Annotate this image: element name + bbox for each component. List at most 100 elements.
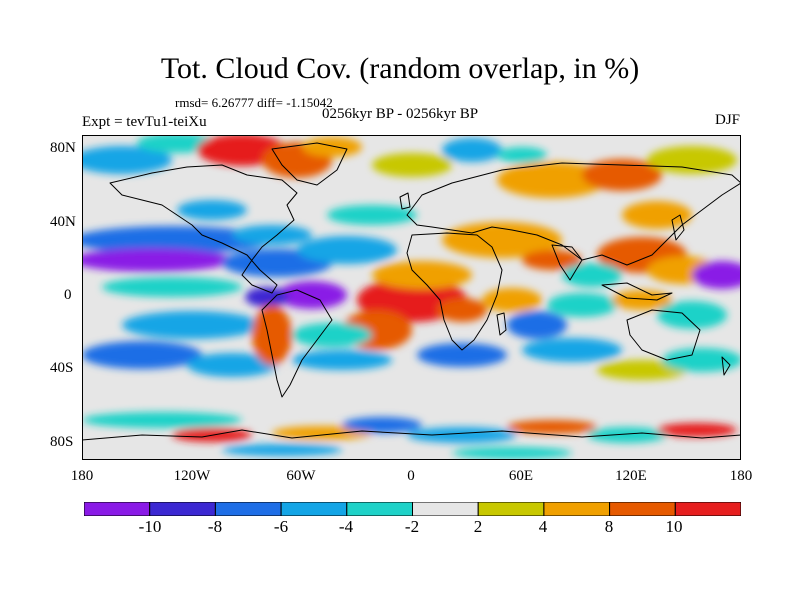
map-canvas <box>82 135 741 460</box>
field-patch <box>587 427 667 443</box>
field-patch <box>442 222 562 258</box>
field-patch <box>612 290 672 310</box>
field-patch <box>497 147 547 163</box>
experiment-label: Expt = tevTu1-teiXu <box>82 114 207 130</box>
lon-tick-label: 180 <box>729 468 753 484</box>
field-patch <box>407 427 517 443</box>
coastline-india <box>551 244 583 281</box>
colorbar-cell <box>674 502 741 516</box>
field-patch <box>327 205 417 225</box>
coastline-madagascar <box>496 312 507 336</box>
coastline-new-zealand <box>721 356 731 376</box>
field-patch <box>482 288 542 312</box>
field-patch <box>692 261 741 289</box>
coastline-africa <box>406 232 503 351</box>
colorbar-tick-label: 8 <box>604 517 614 536</box>
lat-tick-label: 80N <box>50 140 76 156</box>
cloud-cover-map <box>82 135 741 460</box>
lat-tick-label: 40N <box>50 214 76 230</box>
colorbar-cell <box>543 502 611 516</box>
field-patch <box>187 353 277 377</box>
season-label: DJF <box>714 112 740 128</box>
field-patch <box>82 226 272 254</box>
field-patch <box>547 293 617 317</box>
coastline-greenland <box>271 142 348 186</box>
field-patch <box>272 426 372 440</box>
colorbar-cell <box>609 502 676 516</box>
field-patch <box>82 146 172 174</box>
colorbar-tick-label: 4 <box>538 517 548 536</box>
colorbar <box>84 502 741 516</box>
field-patch <box>497 162 607 198</box>
field-patch <box>222 444 342 456</box>
colorbar-tick-label: -10 <box>138 517 162 536</box>
coastline-north-america <box>109 164 298 294</box>
field-patch <box>137 135 217 153</box>
field-patch <box>522 250 582 270</box>
colorbar-tick-label: -6 <box>273 517 289 536</box>
field-patch <box>297 236 397 264</box>
field-patch <box>437 298 487 322</box>
field-patch <box>252 305 292 365</box>
lon-tick-label: 0 <box>407 468 415 484</box>
lon-tick-label: 60W <box>286 468 316 484</box>
field-patch <box>662 348 741 372</box>
colorbar-tick-label: 2 <box>473 517 483 536</box>
field-patch <box>302 137 362 157</box>
lon-tick-label: 120W <box>173 468 211 484</box>
coastline-eurasia <box>406 162 741 266</box>
colorbar-cell <box>280 502 348 516</box>
coastline-japan <box>671 214 685 241</box>
period-label: 0256kyr BP - 0256kyr BP <box>322 106 479 122</box>
colorbar-cell <box>84 502 151 516</box>
field-patch <box>582 159 662 191</box>
field-patch <box>245 287 289 307</box>
colorbar-tick-label: -2 <box>404 517 420 536</box>
lat-tick-label: 0 <box>64 287 72 303</box>
field-patch <box>452 447 572 459</box>
field-patch <box>82 341 202 369</box>
field-patch <box>597 360 687 380</box>
coastlines <box>82 142 741 441</box>
stats-label: rmsd= 6.26777 diff= -1.15042 <box>175 95 333 110</box>
map-title: Tot. Cloud Cov. (random overlap, in %) <box>160 52 640 85</box>
lat-tick-label: 40S <box>50 360 74 376</box>
field-patch <box>102 277 242 297</box>
colorbar-cell <box>346 502 413 516</box>
colorbar-cell <box>477 502 545 516</box>
field-patch <box>657 423 737 437</box>
field-patch <box>122 311 262 339</box>
map-frame <box>82 135 741 460</box>
coastline-indonesia <box>601 282 673 301</box>
field-patch <box>507 311 567 339</box>
field-patch <box>657 301 727 329</box>
colorbar-tick-label: 10 <box>665 517 683 536</box>
colorbar-tick-label: -4 <box>338 517 354 536</box>
field-patch <box>292 350 392 370</box>
lon-tick-label: 60E <box>508 468 534 484</box>
field-patch <box>522 338 622 362</box>
field-patch <box>277 281 347 309</box>
colorbar-cell <box>214 502 282 516</box>
field-patch <box>647 146 737 174</box>
field-patch <box>622 201 692 229</box>
field-patch <box>177 200 247 220</box>
coastline-antarctica <box>82 429 741 441</box>
field-patch <box>82 248 232 272</box>
field-patch <box>562 263 622 287</box>
field-patch <box>232 225 312 245</box>
colorbar-cell <box>412 502 479 516</box>
field-patch <box>507 420 597 434</box>
field-patch <box>417 343 507 367</box>
colorbar-tick-label: -8 <box>207 517 223 536</box>
field-patch <box>342 417 422 433</box>
lon-tick-label: 180 <box>70 468 94 484</box>
lon-tick-label: 120E <box>615 468 647 484</box>
coastline-british-isles <box>399 192 411 210</box>
field-patch <box>82 412 242 428</box>
coastline-australia <box>626 309 701 361</box>
field-patch <box>292 323 372 347</box>
colorbar-cell <box>149 502 216 516</box>
coastline-south-america <box>261 289 333 398</box>
field-patch <box>372 153 452 177</box>
